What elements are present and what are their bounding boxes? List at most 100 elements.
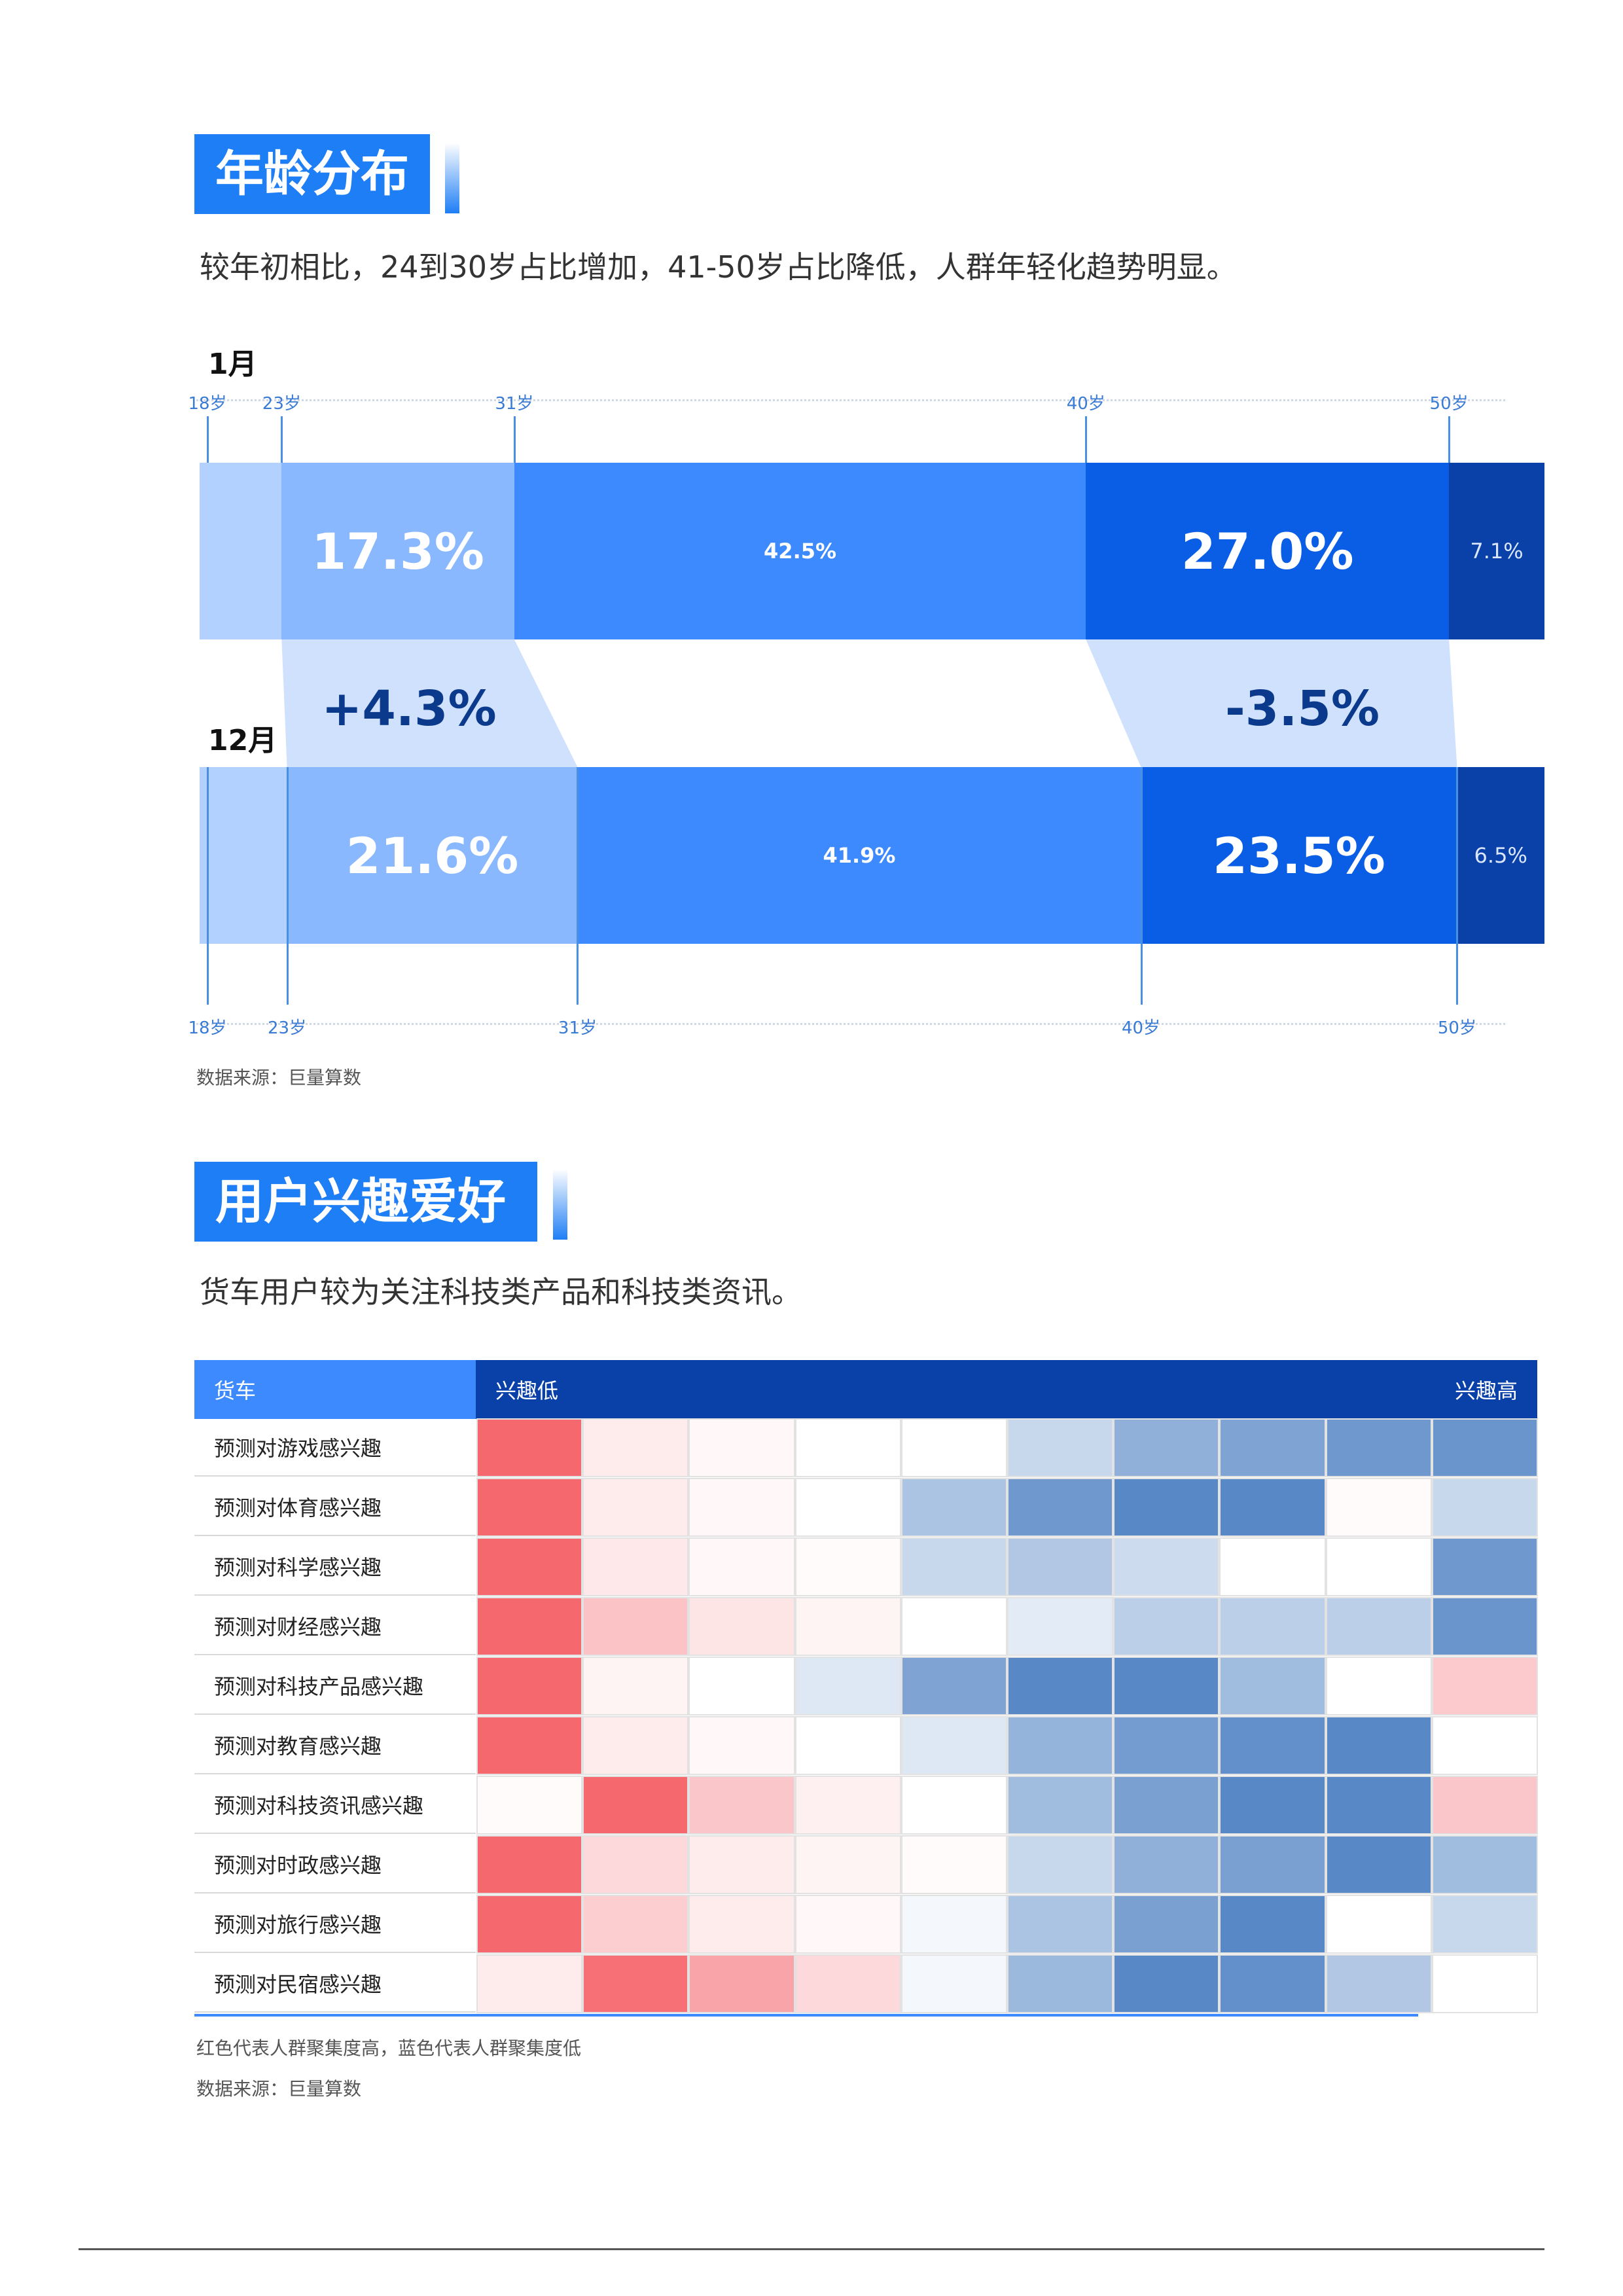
heatmap-row-label: 预测对财经感兴趣 — [194, 1598, 476, 1655]
heatmap-note: 红色代表人群聚集度高，蓝色代表人群聚集度低 — [196, 2037, 582, 2059]
heatmap-cell — [688, 1418, 795, 1477]
heatmap-cell — [1219, 1478, 1326, 1537]
heatmap-cell — [1219, 1716, 1326, 1775]
interest-section-title: 用户兴趣爱好 — [194, 1162, 537, 1242]
dec-tick-0: 18岁 — [188, 1018, 227, 1038]
jan-segment-0 — [200, 463, 282, 639]
heatmap-cell — [1007, 1954, 1114, 2013]
heatmap-cell — [1007, 1597, 1114, 1656]
decrease-value: -3.5% — [1225, 681, 1380, 737]
heatmap-cell — [1325, 1776, 1432, 1835]
heatmap-row-label: 预测对科学感兴趣 — [194, 1538, 476, 1596]
heatmap-row-label: 预测对体育感兴趣 — [194, 1479, 476, 1536]
heatmap-cell — [794, 1657, 901, 1715]
heatmap-cell — [476, 1597, 583, 1656]
jan-tick-2: 31岁 — [495, 394, 534, 414]
heatmap-cell — [1007, 1657, 1114, 1715]
dec-segment-2: 41.9% — [577, 767, 1141, 944]
heatmap-cell — [901, 1478, 1007, 1537]
heatmap-cell — [901, 1657, 1007, 1715]
heatmap-cell — [688, 1478, 795, 1537]
heatmap-cell — [1219, 1954, 1326, 2013]
heatmap-cell — [794, 1954, 901, 2013]
heatmap-cell — [1219, 1418, 1326, 1477]
heatmap-row-label: 预测对民宿感兴趣 — [194, 1955, 476, 2013]
heatmap-cell — [901, 1537, 1007, 1596]
heatmap-cell — [688, 1954, 795, 2013]
heatmap-cell — [1007, 1895, 1114, 1954]
dec-tick-2: 31岁 — [558, 1018, 597, 1038]
heatmap-cell — [794, 1478, 901, 1537]
header-high-text: 兴趣高 — [1454, 1378, 1518, 1403]
heatmap-row-label: 预测对游戏感兴趣 — [194, 1419, 476, 1477]
heatmap-cell — [476, 1776, 583, 1835]
heatmap-row-label: 预测对教育感兴趣 — [194, 1717, 476, 1774]
heatmap-cell — [1007, 1716, 1114, 1775]
heatmap-cell — [1325, 1716, 1432, 1775]
heatmap-cell — [794, 1597, 901, 1656]
jan-tick-4: 50岁 — [1429, 394, 1469, 414]
heatmap-cell — [901, 1835, 1007, 1894]
interest-title-accent — [553, 1169, 567, 1240]
heatmap-cell — [794, 1895, 901, 1954]
dec-segment-3-label: 23.5% — [1213, 826, 1385, 885]
heatmap-cell — [476, 1835, 583, 1894]
heatmap-cell — [476, 1478, 583, 1537]
heatmap-cell — [582, 1954, 689, 2013]
heatmap-cell — [688, 1835, 795, 1894]
dec-segment-2-label: 41.9% — [823, 843, 896, 868]
heatmap-cell — [1113, 1954, 1220, 2013]
jan-segment-3: 27.0% — [1086, 463, 1450, 639]
header-low-text: 兴趣低 — [495, 1378, 559, 1403]
heatmap-cell — [476, 1716, 583, 1775]
heatmap-cell — [1007, 1537, 1114, 1596]
jan-label: 1月 — [208, 348, 257, 381]
heatmap-cell — [582, 1537, 689, 1596]
heatmap-cell — [1113, 1537, 1220, 1596]
heatmap-cell — [1325, 1895, 1432, 1954]
heatmap-cell — [1219, 1597, 1326, 1656]
dec-tick-4: 50岁 — [1437, 1018, 1476, 1038]
dec-tick-line-1 — [286, 767, 289, 1005]
heatmap-cell — [582, 1478, 689, 1537]
heatmap-cell — [582, 1895, 689, 1954]
heatmap-cell — [1431, 1776, 1538, 1835]
heatmap-cell — [1113, 1597, 1220, 1656]
heatmap-cell — [794, 1716, 901, 1775]
heatmap-row-label: 预测对旅行感兴趣 — [194, 1895, 476, 1953]
heatmap-cell — [688, 1537, 795, 1596]
heatmap-cell — [476, 1537, 583, 1596]
heatmap-cell — [582, 1597, 689, 1656]
jan-segment-2: 42.5% — [514, 463, 1086, 639]
dec-segment-4-label: 6.5% — [1474, 843, 1527, 868]
heatmap-cell — [901, 1597, 1007, 1656]
heatmap-cell — [1007, 1478, 1114, 1537]
heatmap-cell — [1325, 1835, 1432, 1894]
heatmap-row-label: 预测对科技资讯感兴趣 — [194, 1776, 476, 1834]
heatmap-cell — [1113, 1418, 1220, 1477]
heatmap-cell — [1113, 1478, 1220, 1537]
heatmap-cell — [476, 1418, 583, 1477]
jan-segment-3-label: 27.0% — [1181, 522, 1354, 581]
heatmap-cell — [794, 1776, 901, 1835]
interest-description: 货车用户较为关注科技类产品和科技类资讯。 — [200, 1274, 802, 1310]
heatmap-cell — [1219, 1537, 1326, 1596]
heatmap-cell — [794, 1537, 901, 1596]
heatmap-cell — [688, 1895, 795, 1954]
dec-tick-line-4 — [1456, 767, 1459, 1005]
jan-segment-4: 7.1% — [1449, 463, 1544, 639]
increase-value: +4.3% — [321, 681, 497, 737]
heatmap-cell — [1431, 1835, 1538, 1894]
heatmap-cell — [582, 1418, 689, 1477]
heatmap-cell — [688, 1597, 795, 1656]
heatmap-cell — [901, 1954, 1007, 2013]
heatmap-cell — [1325, 1597, 1432, 1656]
jan-tick-1: 23岁 — [262, 394, 301, 414]
interest-source: 数据来源：巨量算数 — [196, 2078, 362, 2100]
heatmap-cell — [1113, 1716, 1220, 1775]
heatmap-cell — [476, 1954, 583, 2013]
heatmap-cell — [1007, 1835, 1114, 1894]
heatmap-cell — [476, 1895, 583, 1954]
heatmap-cell — [1431, 1716, 1538, 1775]
dec-tick-line-0 — [207, 767, 209, 1005]
